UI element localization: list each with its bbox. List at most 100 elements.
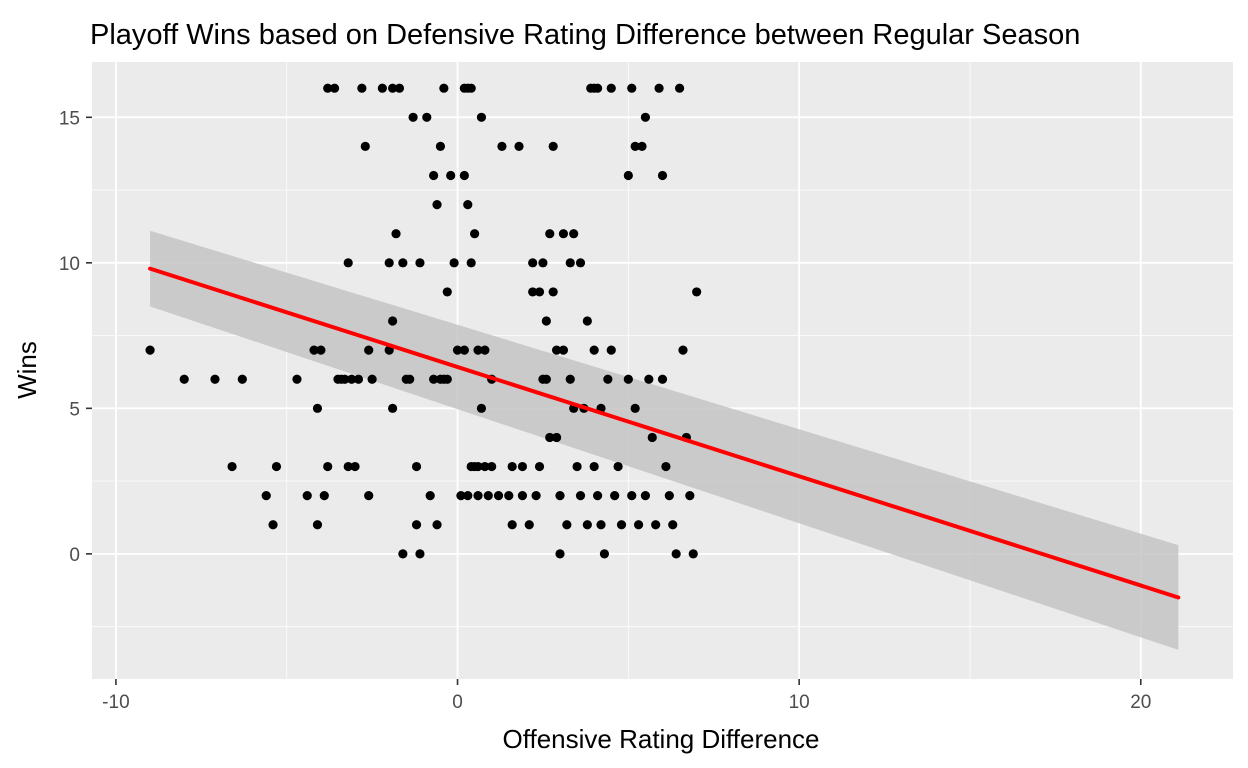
data-point: [606, 345, 616, 355]
data-point: [449, 258, 459, 268]
y-tick-label: 5: [69, 399, 80, 420]
data-point: [606, 83, 616, 93]
data-point: [388, 83, 398, 93]
data-point: [627, 491, 637, 501]
data-point: [627, 83, 637, 93]
data-point: [640, 112, 651, 122]
data-point: [555, 491, 565, 501]
y-tick-label: 0: [69, 545, 80, 566]
data-point: [647, 432, 657, 443]
data-point: [364, 345, 374, 355]
data-point: [589, 461, 599, 472]
data-point: [616, 520, 627, 530]
data-point: [179, 374, 189, 384]
data-point: [548, 287, 558, 297]
data-point: [528, 287, 538, 297]
data-point: [528, 258, 538, 268]
y-tick-label: 15: [59, 108, 80, 129]
data-point: [674, 83, 685, 93]
data-point: [668, 520, 678, 530]
data-point: [545, 432, 555, 443]
data-point: [237, 374, 247, 384]
data-point: [651, 520, 661, 530]
fit-line-layer: [148, 266, 1181, 600]
data-point: [562, 520, 572, 530]
data-point: [630, 141, 640, 152]
data-point: [610, 491, 620, 501]
data-point: [446, 170, 456, 181]
data-point: [463, 491, 473, 501]
data-point: [353, 374, 364, 384]
data-point: [654, 83, 664, 93]
data-point: [541, 374, 551, 384]
data-point: [319, 491, 329, 501]
confidence-band-layer: [150, 230, 1179, 650]
data-point: [558, 229, 569, 239]
x-axis: -10 0 10 20: [102, 679, 1151, 713]
data-point: [466, 258, 476, 268]
chart-title: Playoff Wins based on Defensive Rating D…: [90, 19, 1080, 51]
data-point: [210, 374, 220, 384]
data-point: [394, 83, 405, 93]
data-point: [425, 491, 435, 501]
data-point: [343, 461, 353, 472]
data-point: [517, 491, 528, 501]
data-point: [473, 491, 483, 501]
data-point: [514, 141, 524, 152]
data-point: [452, 345, 463, 355]
data-point: [367, 374, 377, 384]
data-point: [411, 520, 422, 530]
data-point: [398, 549, 408, 559]
data-point: [493, 491, 504, 501]
data-point: [633, 520, 644, 530]
data-point: [685, 491, 695, 501]
data-point: [507, 461, 517, 472]
data-point: [575, 258, 586, 268]
data-point: [435, 141, 446, 152]
data-point: [388, 316, 398, 326]
data-point: [483, 491, 493, 501]
data-point: [613, 461, 623, 472]
data-point: [415, 549, 425, 559]
data-point: [476, 112, 487, 122]
y-axis: 0 5 10 15: [59, 108, 92, 566]
data-point: [408, 112, 418, 122]
data-point: [534, 287, 545, 297]
y-tick-label: 10: [59, 254, 80, 275]
data-point: [347, 374, 357, 384]
y-axis-title: Wins: [12, 341, 42, 399]
data-point: [316, 345, 326, 355]
data-point: [473, 461, 483, 472]
data-point: [302, 491, 312, 501]
data-point: [442, 374, 452, 384]
data-point: [582, 520, 592, 530]
data-point: [596, 520, 606, 530]
data-point: [640, 491, 651, 501]
data-point: [391, 229, 401, 239]
data-point: [603, 374, 613, 384]
data-point: [429, 374, 439, 384]
data-point: [456, 491, 466, 501]
data-point: [558, 345, 569, 355]
data-point: [432, 200, 442, 210]
data-point: [459, 345, 469, 355]
data-point: [678, 345, 688, 355]
data-point: [545, 229, 555, 239]
x-tick-label: 0: [452, 692, 463, 713]
data-point: [692, 287, 702, 297]
data-point: [569, 229, 579, 239]
data-point: [480, 345, 490, 355]
data-point: [357, 83, 367, 93]
data-point: [388, 403, 398, 413]
data-point: [524, 520, 534, 530]
regression-line: [148, 266, 1181, 600]
data-point: [364, 491, 374, 501]
data-point: [551, 432, 562, 443]
data-point: [555, 549, 565, 559]
data-point: [582, 316, 592, 326]
data-point: [599, 549, 610, 559]
data-point: [312, 520, 323, 530]
data-point: [466, 83, 476, 93]
data-point: [538, 258, 548, 268]
